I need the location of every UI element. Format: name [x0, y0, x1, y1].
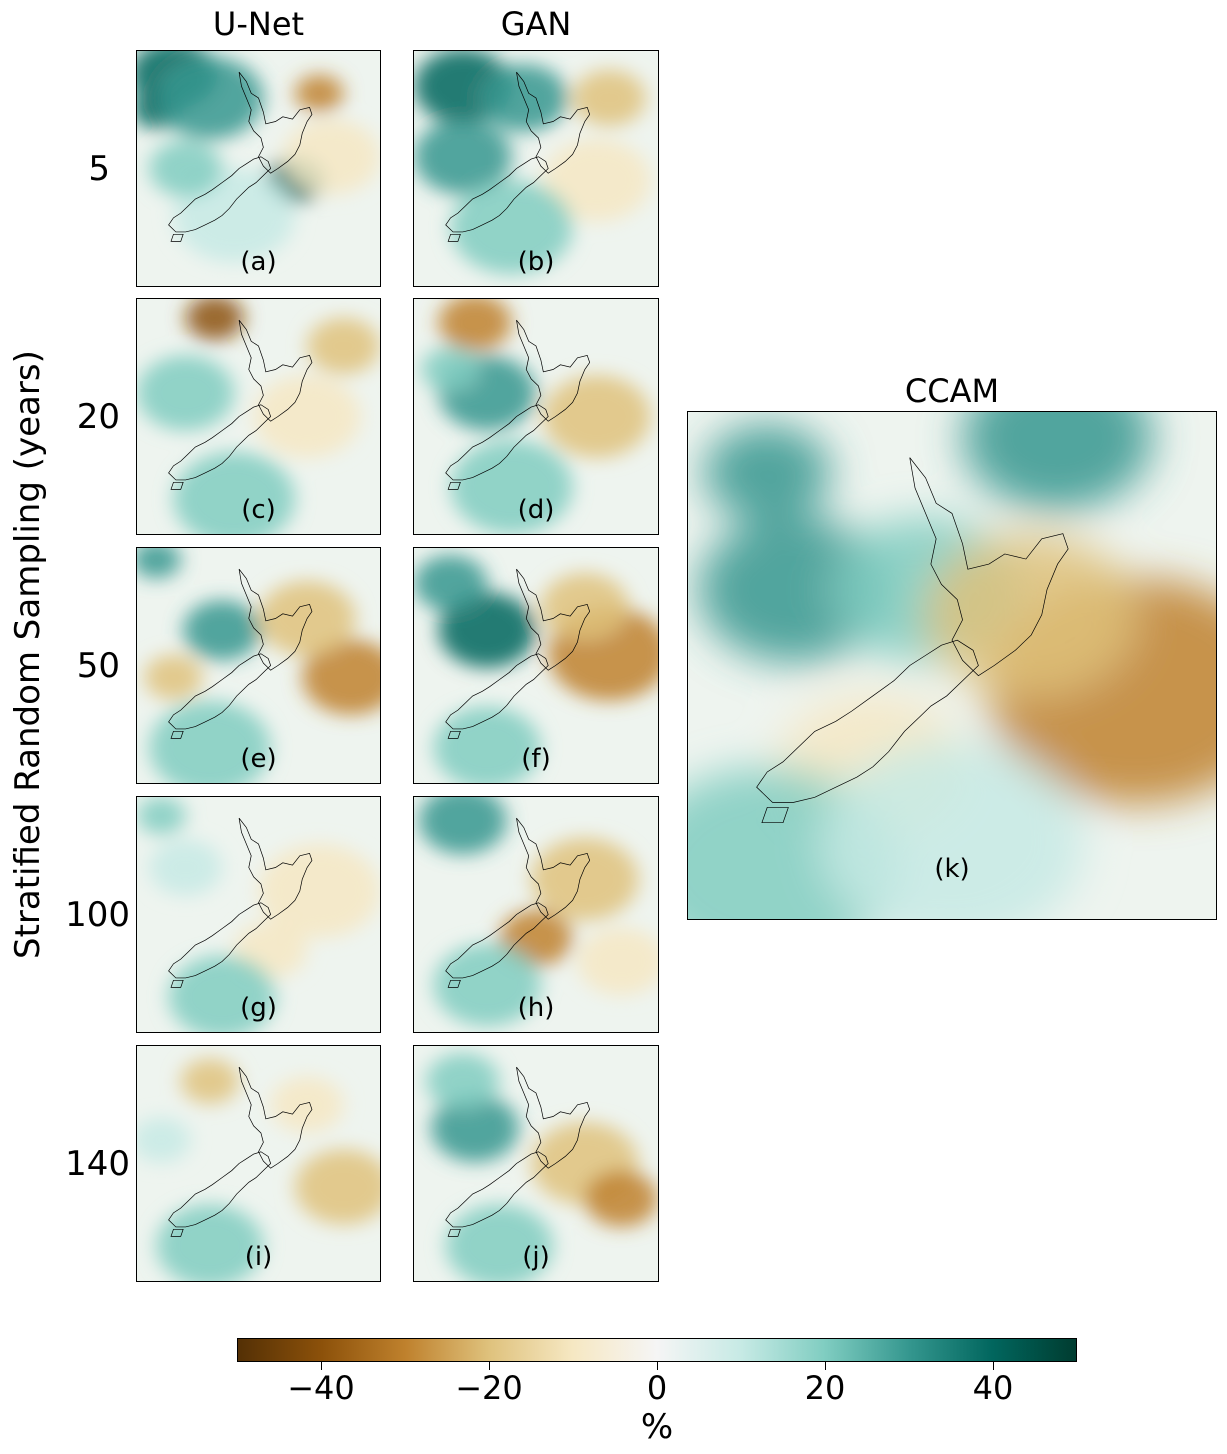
- map-panel-d: (d): [413, 298, 659, 535]
- new-zealand-coastline: [446, 818, 590, 987]
- map-panel-c: (c): [136, 298, 381, 535]
- field-anomalies: [137, 299, 380, 534]
- colorbar-unit-label: %: [640, 1407, 674, 1447]
- map-field: [414, 797, 658, 1032]
- new-zealand-coastline: [446, 320, 590, 489]
- panel-label: (k): [934, 854, 970, 884]
- colorbar-tick-label: 0: [646, 1369, 668, 1407]
- map-field: [137, 548, 380, 783]
- field-anomalies: [414, 51, 651, 275]
- new-zealand-coastline: [169, 818, 312, 987]
- map-field: [414, 51, 658, 286]
- colorbar-tick: [489, 1362, 490, 1370]
- map-panel-j: (j): [413, 1045, 659, 1282]
- new-zealand-coastline: [169, 320, 312, 489]
- field-anomalies: [414, 555, 658, 783]
- panel-label: (h): [517, 993, 555, 1023]
- panel-label: (j): [522, 1242, 550, 1272]
- column-title-ccam: CCAM: [904, 372, 1000, 410]
- row-label-20: 20: [76, 397, 120, 437]
- row-label-100: 100: [65, 895, 130, 935]
- column-title-gan: GAN: [500, 5, 572, 43]
- map-field: [137, 51, 380, 286]
- map-panel-i: (i): [136, 1045, 381, 1282]
- new-zealand-coastline: [169, 1067, 312, 1236]
- colorbar-tick-label: 20: [804, 1369, 846, 1407]
- row-label-50: 50: [76, 646, 120, 686]
- map-panel-a: (a): [136, 50, 381, 287]
- colorbar-tick: [321, 1362, 322, 1370]
- row-label-5: 5: [88, 149, 110, 189]
- field-anomalies: [688, 412, 1216, 919]
- map-field: [414, 1046, 658, 1281]
- map-field: [137, 797, 380, 1032]
- colorbar-tick: [825, 1362, 826, 1370]
- panel-label: (f): [521, 744, 551, 774]
- panel-label: (a): [240, 247, 277, 277]
- map-panel-h: (h): [413, 796, 659, 1033]
- colorbar-tick-label: −40: [287, 1369, 355, 1407]
- colorbar-tick: [657, 1362, 658, 1370]
- panel-label: (i): [244, 1242, 273, 1272]
- new-zealand-coastline: [757, 458, 1069, 823]
- colorbar-tick-label: −20: [455, 1369, 523, 1407]
- new-zealand-coastline: [446, 1067, 590, 1236]
- panel-label: (g): [240, 993, 277, 1023]
- colorbar: [237, 1338, 1077, 1362]
- panel-label: (d): [517, 495, 555, 525]
- map-panel-b: (b): [413, 50, 659, 287]
- map-field: [137, 1046, 380, 1281]
- colorbar-tick-label: 40: [972, 1369, 1014, 1407]
- field-anomalies: [137, 797, 380, 1032]
- panel-label: (c): [241, 495, 276, 525]
- field-anomalies: [137, 51, 380, 263]
- map-field: [414, 299, 658, 534]
- field-anomalies: [426, 1053, 658, 1281]
- map-field: [688, 412, 1216, 919]
- map-panel-k: (k): [687, 411, 1217, 920]
- panel-label: (e): [240, 744, 277, 774]
- map-panel-e: (e): [136, 547, 381, 784]
- field-anomalies: [418, 797, 658, 1027]
- field-anomalies: [137, 1058, 380, 1281]
- new-zealand-coastline: [169, 72, 312, 241]
- map-panel-f: (f): [413, 547, 659, 784]
- new-zealand-coastline: [446, 569, 590, 738]
- panel-label: (b): [517, 247, 555, 277]
- new-zealand-coastline: [446, 72, 590, 241]
- map-field: [137, 299, 380, 534]
- colorbar-tick: [993, 1362, 994, 1370]
- field-anomalies: [421, 299, 651, 534]
- map-field: [414, 548, 658, 783]
- new-zealand-coastline: [169, 569, 312, 738]
- map-panel-g: (g): [136, 796, 381, 1033]
- row-label-140: 140: [65, 1144, 130, 1184]
- column-title-unet: U-Net: [212, 5, 305, 43]
